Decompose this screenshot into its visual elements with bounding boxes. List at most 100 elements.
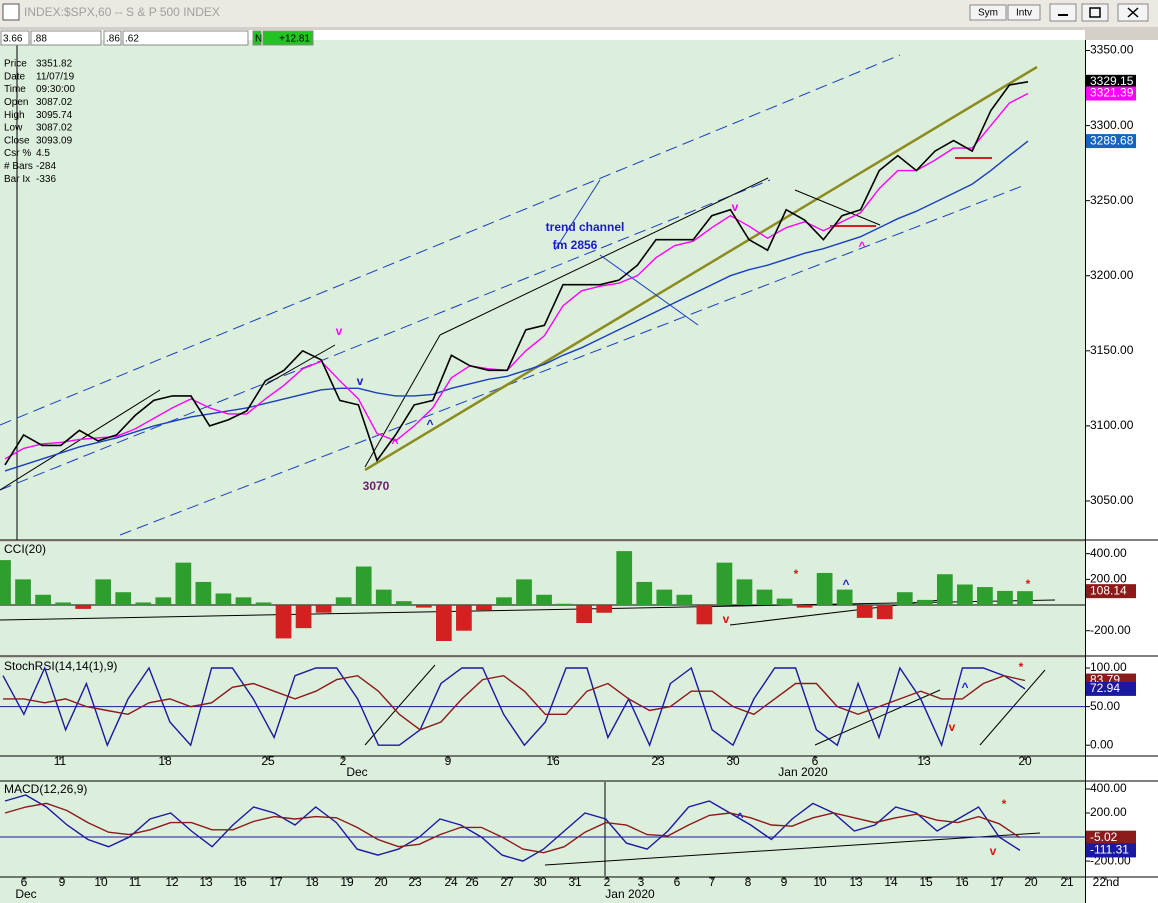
toolbar-cell <box>262 30 314 46</box>
annotation: v <box>336 324 343 338</box>
bar <box>355 566 372 606</box>
title-bar <box>0 0 1158 27</box>
maximize-button[interactable] <box>1081 3 1109 22</box>
last-value-label: 108.14 <box>1090 583 1127 597</box>
sym-button[interactable] <box>969 4 1007 21</box>
info-label: Date <box>4 71 26 82</box>
last-value-box <box>1086 86 1136 101</box>
bar <box>796 605 813 608</box>
y-tick-label: 400.00 <box>1090 781 1127 795</box>
x-tick-label: 17 <box>990 875 1004 889</box>
stoch-trend-line <box>979 669 1046 746</box>
bar <box>516 579 532 606</box>
bar <box>195 581 212 606</box>
x-tick-label: 6 <box>674 875 681 889</box>
x-tick-label: 6 <box>21 875 28 889</box>
price-panel <box>0 40 1085 540</box>
bar <box>896 592 913 606</box>
info-value: 3093.09 <box>36 135 73 146</box>
bar <box>315 605 332 613</box>
annotation: ^ <box>858 239 865 253</box>
x-tick-label: 26 <box>465 875 479 889</box>
intv-button[interactable] <box>1007 4 1041 21</box>
info-value: 3087.02 <box>36 97 73 108</box>
x-tick-label: 19 <box>340 875 354 889</box>
series-line <box>3 674 1026 731</box>
month-label: Jan 2020 <box>778 765 828 779</box>
toolbar-value: .62 <box>125 34 139 45</box>
annotation: v <box>723 612 730 626</box>
toolbar-value: .86 <box>106 34 120 45</box>
y-tick-label: 200.00 <box>1090 805 1127 819</box>
bar <box>436 605 452 641</box>
x-tick-label: 11 <box>54 754 67 768</box>
bar <box>736 579 753 606</box>
last-value-box <box>1086 681 1136 696</box>
wedge-line <box>264 344 336 386</box>
x-tick-label: 18 <box>305 875 319 889</box>
month-label: Dec <box>346 765 367 779</box>
bar <box>115 592 132 606</box>
series-line <box>4 802 1021 854</box>
wedge-line <box>364 334 441 468</box>
toolbar-cell <box>0 30 30 46</box>
bar <box>295 605 312 629</box>
last-value-label: 3329.15 <box>1090 74 1134 88</box>
bar <box>255 602 272 606</box>
info-label: # Bars <box>4 161 33 172</box>
wedge-line <box>794 189 881 226</box>
x-tick-label: 17 <box>269 875 283 889</box>
bar <box>936 574 953 606</box>
bar <box>155 597 172 606</box>
bar <box>916 599 933 606</box>
y-tick-label: -200.00 <box>1090 623 1131 637</box>
x-tick-label: 23 <box>651 754 665 768</box>
annotation: ^ <box>391 436 398 450</box>
last-value-box <box>1086 830 1136 845</box>
bar <box>335 597 352 606</box>
x-tick-label: 25 <box>261 754 275 768</box>
annotation: * <box>1019 660 1024 674</box>
bottom-date-axis <box>0 876 1085 903</box>
bar <box>816 572 833 606</box>
last-value-box <box>1086 584 1136 599</box>
x-tick-label: 9 <box>59 875 66 889</box>
close-icon <box>1127 7 1139 18</box>
x-tick-label: 14 <box>884 875 898 889</box>
stoch-trend-line <box>814 689 941 746</box>
x-tick-label: 9 <box>781 875 788 889</box>
panel-title: CCI(20) <box>4 542 46 556</box>
info-label: Low <box>4 123 23 134</box>
bar <box>957 584 973 606</box>
last-value-box <box>1086 843 1136 858</box>
series-line <box>4 92 1029 460</box>
annotation: * <box>1026 577 1031 591</box>
bar <box>1017 591 1033 606</box>
annotation: v <box>949 720 956 734</box>
pointer-line <box>554 179 601 251</box>
info-label: High <box>4 110 25 121</box>
y-tick-label: 3250.00 <box>1090 193 1134 207</box>
y-tick-label: 3200.00 <box>1090 268 1134 282</box>
info-value: -284 <box>36 161 56 172</box>
window-title: INDEX:$SPX,60 -- S & P 500 INDEX <box>24 5 220 19</box>
x-tick-label: 16 <box>233 875 247 889</box>
x-tick-label: 30 <box>726 754 740 768</box>
minimize-button[interactable] <box>1049 3 1077 22</box>
intv-button-label[interactable]: Intv <box>1016 8 1032 19</box>
x-tick-label: 20 <box>374 875 388 889</box>
bar <box>275 605 292 639</box>
y-tick-label: 3100.00 <box>1090 418 1134 432</box>
annotation: ^ <box>961 680 968 694</box>
x-tick-label: 23 <box>408 875 422 889</box>
x-tick-label: 27 <box>500 875 514 889</box>
channel-line <box>0 54 901 426</box>
bar <box>15 579 31 606</box>
toolbar-value: +12.81 <box>279 34 310 45</box>
x-tick-label: 18 <box>158 754 172 768</box>
last-value-box <box>1086 134 1136 149</box>
bar <box>656 589 673 606</box>
last-value-label: -5.02 <box>1090 830 1118 844</box>
sym-button-label[interactable]: Sym <box>978 8 998 19</box>
